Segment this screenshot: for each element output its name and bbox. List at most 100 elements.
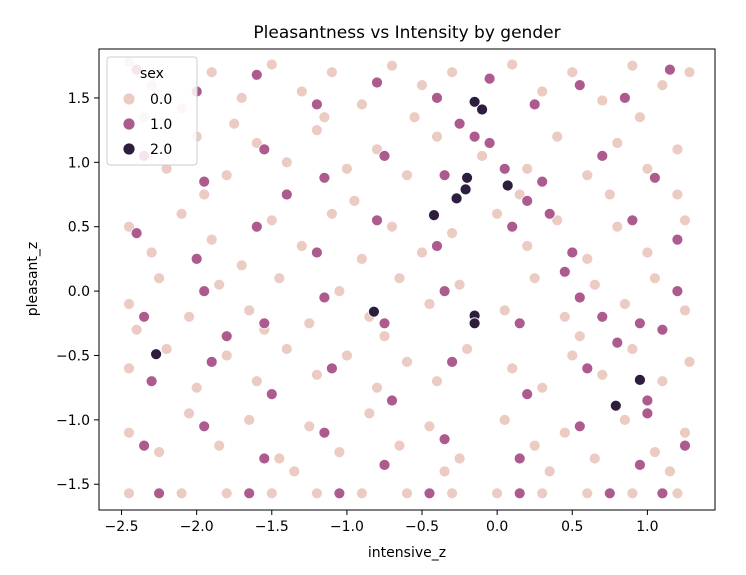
- point-sex-0-0-139: [543, 465, 556, 478]
- x-tick-label: −1.5: [255, 519, 289, 535]
- point-sex-0-0-90: [596, 368, 609, 381]
- point-sex-0-0-10: [416, 79, 428, 91]
- point-sex-0-0-79: [250, 375, 263, 388]
- point-sex-1-0-45: [386, 394, 398, 407]
- point-sex-0-0-119: [401, 487, 413, 500]
- point-sex-1-0-54: [378, 458, 391, 471]
- point-sex-0-0-140: [603, 188, 616, 201]
- point-sex-0-0-85: [431, 375, 443, 388]
- point-sex-0-0-48: [446, 227, 459, 240]
- point-sex-0-0-127: [198, 188, 211, 201]
- point-sex-0-0-49: [491, 207, 504, 220]
- point-sex-2-0-2: [461, 171, 474, 184]
- point-sex-2-0-4: [450, 192, 463, 205]
- point-sex-0-0-13: [536, 85, 549, 98]
- point-sex-0-0-133: [573, 330, 586, 343]
- y-tick-label: −1.5: [56, 477, 90, 493]
- point-sex-1-0-71: [543, 207, 556, 220]
- legend-label-0-0: 0.0: [150, 92, 172, 108]
- point-sex-1-0-36: [438, 285, 451, 298]
- point-sex-0-0-143: [671, 188, 684, 201]
- point-sex-1-0-68: [468, 130, 481, 143]
- point-sex-1-0-38: [573, 291, 586, 304]
- point-sex-0-0-25: [310, 124, 323, 137]
- point-sex-0-0-53: [611, 220, 624, 233]
- legend-label-2-0: 2.0: [150, 142, 172, 158]
- point-sex-0-0-74: [679, 304, 691, 317]
- point-sex-0-0-3: [205, 66, 218, 79]
- point-sex-1-0-39: [634, 317, 646, 330]
- point-sex-2-0-6: [428, 209, 440, 222]
- point-sex-0-0-55: [679, 214, 691, 227]
- point-sex-0-0-52: [581, 252, 594, 265]
- point-sex-0-0-122: [536, 487, 549, 500]
- point-sex-0-0-65: [393, 272, 406, 285]
- point-sex-1-0-7: [528, 98, 541, 111]
- y-tick-label: 1.0: [68, 155, 90, 171]
- plot-frame: [98, 48, 716, 511]
- point-sex-1-0-51: [198, 420, 211, 433]
- x-tick-label: 0.0: [486, 519, 508, 535]
- point-sex-0-0-31: [521, 162, 534, 175]
- point-sex-0-0-63: [333, 285, 346, 298]
- point-sex-1-0-28: [566, 246, 579, 259]
- point-sex-0-0-54: [641, 246, 654, 259]
- point-sex-1-0-33: [258, 317, 271, 330]
- point-sex-0-0-7: [325, 66, 338, 79]
- point-sex-1-0-59: [679, 439, 691, 452]
- point-sex-2-0-5: [501, 179, 514, 192]
- point-sex-0-0-34: [611, 137, 624, 149]
- point-sex-1-0-30: [671, 233, 684, 246]
- point-sex-1-0-8: [573, 79, 586, 91]
- point-sex-0-0-132: [513, 188, 526, 201]
- point-sex-0-0-57: [153, 272, 166, 285]
- point-sex-0-0-26: [340, 162, 353, 175]
- point-sex-0-0-116: [265, 487, 278, 500]
- legend-marker-1-0: [122, 117, 136, 131]
- point-sex-1-0-22: [190, 252, 203, 265]
- point-sex-0-0-51: [551, 214, 564, 227]
- legend-title: sex: [140, 66, 164, 82]
- y-axis: −1.5 −1.0 −0.5 0.0 0.5 1.0 1.5: [56, 91, 99, 493]
- point-sex-0-0-93: [683, 355, 696, 368]
- x-tick-label: −2.5: [105, 519, 139, 535]
- point-sex-1-0-40: [671, 285, 684, 298]
- point-sex-1-0-55: [438, 433, 451, 446]
- point-sex-1-0-26: [431, 240, 443, 252]
- point-sex-0-0-38: [145, 246, 158, 259]
- point-sex-1-0-15: [378, 149, 391, 162]
- point-sex-1-0-78: [220, 330, 233, 343]
- point-sex-0-0-81: [310, 368, 323, 381]
- x-tick-label: 0.5: [561, 519, 583, 535]
- point-sex-0-0-82: [340, 349, 353, 362]
- point-sex-0-0-112: [679, 426, 691, 439]
- point-sex-0-0-50: [521, 240, 534, 252]
- point-sex-0-0-36: [671, 143, 684, 156]
- point-sex-1-0-13: [258, 143, 271, 156]
- point-sex-0-0-58: [183, 310, 196, 323]
- point-sex-0-0-68: [498, 304, 511, 317]
- point-sex-1-0-46: [446, 355, 459, 368]
- point-sex-0-0-16: [626, 59, 639, 72]
- point-sex-1-0-48: [581, 362, 594, 375]
- point-sex-0-0-141: [408, 111, 421, 124]
- point-sex-1-0-16: [438, 169, 451, 182]
- point-sex-1-0-19: [596, 149, 609, 162]
- point-sex-1-0-69: [498, 162, 511, 175]
- point-sex-1-0-35: [378, 317, 391, 330]
- point-sex-1-0-37: [513, 317, 526, 330]
- point-sex-1-0-31: [138, 310, 151, 323]
- point-sex-0-0-137: [228, 117, 241, 130]
- point-sex-1-0-14: [318, 171, 331, 184]
- point-sex-0-0-17: [656, 79, 669, 91]
- point-sex-2-0-7: [367, 305, 380, 318]
- point-sex-0-0-96: [183, 407, 196, 420]
- point-sex-1-0-2: [250, 68, 263, 81]
- point-sex-0-0-105: [453, 452, 466, 465]
- point-sex-0-0-35: [641, 162, 654, 175]
- point-sex-0-0-56: [123, 298, 135, 310]
- point-sex-1-0-61: [243, 487, 256, 500]
- point-sex-0-0-39: [175, 207, 188, 220]
- point-sex-0-0-104: [423, 420, 436, 433]
- point-sex-0-0-78: [220, 349, 233, 362]
